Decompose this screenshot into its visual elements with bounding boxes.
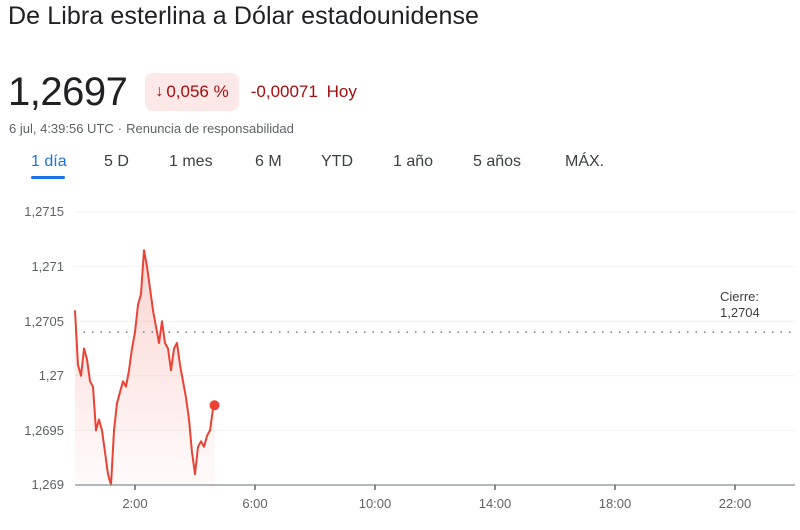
x-axis-ticks	[134, 485, 736, 490]
price-area-fill	[75, 250, 215, 485]
absolute-change: -0,00071 Hoy	[251, 82, 357, 102]
current-price-marker	[209, 400, 220, 411]
close-value: 1,2704	[720, 305, 760, 320]
page-title: De Libra esterlina a Dólar estadounidens…	[8, 2, 480, 30]
timestamp: 6 jul, 4:39:56 UTC	[9, 121, 114, 136]
chart-plot-area[interactable]	[0, 195, 800, 530]
x-tick-label: 14:00	[478, 496, 512, 511]
price-chart[interactable]: 1,2715 1,271 1,2705 1,27 1,2695 1,269 2:…	[0, 195, 800, 530]
tab-1-year[interactable]: 1 año	[393, 153, 434, 170]
tab-ytd[interactable]: YTD	[321, 153, 353, 170]
y-tick-label: 1,2695	[24, 423, 64, 438]
active-tab-indicator	[31, 176, 65, 179]
tab-1-month[interactable]: 1 mes	[169, 153, 213, 170]
tab-max[interactable]: MÁX.	[565, 153, 605, 170]
x-tick-label: 2:00	[122, 496, 148, 511]
close-label-text: Cierre:	[720, 289, 760, 304]
y-tick-label: 1,271	[31, 259, 64, 274]
close-label: Cierre: 1,2704	[720, 289, 760, 321]
x-tick-label: 6:00	[242, 496, 268, 511]
current-price: 1,2697	[8, 69, 128, 114]
tab-1-day[interactable]: 1 día	[31, 153, 67, 170]
tab-5-days[interactable]: 5 D	[104, 153, 129, 170]
x-tick-label: 18:00	[598, 496, 632, 511]
price-line	[74, 249, 216, 486]
quote-row: 1,2697 ↓ 0,056 % -0,00071 Hoy	[8, 70, 357, 114]
x-tick-label: 22:00	[718, 496, 752, 511]
change-percent: 0,056 %	[166, 82, 229, 101]
disclaimer-link[interactable]: Renuncia de responsabilidad	[126, 121, 294, 136]
change-period: Hoy	[326, 82, 357, 101]
quote-meta: 6 jul, 4:39:56 UTC · Renuncia de responsab…	[9, 121, 294, 136]
y-tick-label: 1,2715	[24, 204, 64, 219]
y-tick-label: 1,269	[31, 477, 64, 492]
tab-6-months[interactable]: 6 M	[255, 153, 282, 170]
x-tick-label: 10:00	[358, 496, 392, 511]
arrow-down-icon: ↓	[155, 83, 164, 100]
separator: ·	[117, 121, 123, 136]
change-percent-badge: ↓ 0,056 %	[145, 73, 239, 111]
chart-gridlines	[75, 211, 795, 431]
tab-5-years[interactable]: 5 años	[473, 153, 522, 170]
y-tick-label: 1,2705	[24, 314, 64, 329]
y-tick-label: 1,27	[38, 368, 64, 383]
change-value: -0,00071	[250, 82, 318, 101]
